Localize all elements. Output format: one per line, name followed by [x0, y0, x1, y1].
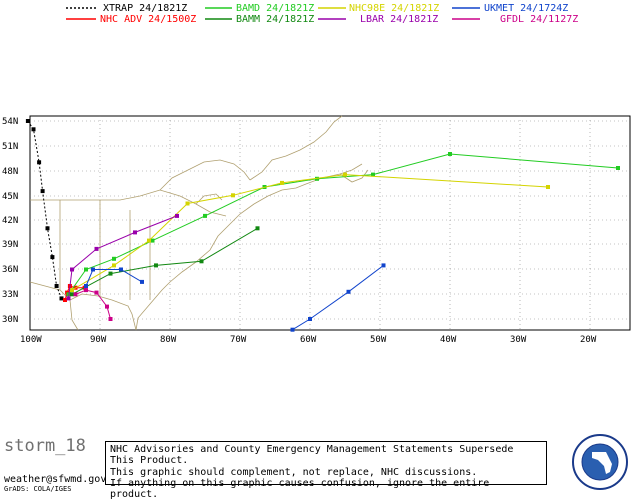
track-point-lbar [133, 230, 137, 235]
track-point-bamd [150, 238, 155, 243]
track-point-nhc98e [185, 201, 190, 206]
model-tracks [25, 119, 620, 332]
coastlines [29, 115, 369, 331]
lon-label: 70W [230, 335, 247, 345]
track-point-lbar [70, 267, 74, 272]
track-point-gfdl [108, 317, 113, 321]
track-point-ukmet [84, 284, 88, 288]
disclaimer-line: This graphic should complement, not repl… [110, 466, 478, 478]
track-point-xtrap [45, 226, 50, 231]
lon-label: 100W [20, 335, 42, 345]
lon-label: 20W [580, 335, 597, 345]
track-point-nhc98e [343, 172, 347, 177]
lat-label: 39N [2, 240, 18, 250]
lon-label: 30W [510, 335, 527, 345]
track-point-xtrap [40, 189, 45, 194]
track-point-bamd [448, 152, 452, 156]
track-point-ukmet-ext [290, 327, 295, 332]
lon-label: 90W [90, 335, 107, 345]
track-point-xtrap [25, 119, 30, 123]
legend: XTRAP 24/1821Z NHC ADV 24/1500Z BAMD 24/… [66, 3, 578, 25]
track-point-lbar [175, 213, 179, 218]
track-nhc98e [71, 174, 549, 291]
track-point-ukmet [140, 279, 144, 284]
legend-bamm: BAMM 24/1821Z [236, 14, 314, 25]
lat-label: 36N [2, 265, 18, 275]
track-point-xtrap [50, 255, 55, 260]
track-point-bamm [154, 263, 158, 268]
sfwmd-seal [572, 434, 628, 490]
track-point-ukmet [91, 267, 95, 272]
track-point-bamd [616, 166, 620, 170]
track-bamd [68, 153, 619, 295]
track-point-gfdl [94, 290, 99, 295]
track-point-bamm [199, 259, 204, 264]
lat-label: 42N [2, 216, 18, 226]
track-point-xtrap [54, 284, 59, 288]
gradads-credit: GrADS: COLA/IGES [4, 485, 72, 493]
track-point-bamd [315, 176, 319, 181]
legend-lbar: LBAR 24/1821Z [360, 14, 438, 25]
lat-label: 33N [2, 290, 18, 300]
legend-xtrap: XTRAP 24/1821Z [103, 3, 187, 14]
lat-label: 54N [2, 117, 18, 127]
disclaimer-line: NHC Advisories and County Emergency Mana… [110, 444, 514, 467]
florida-shape [592, 452, 612, 474]
lat-label: 48N [2, 167, 18, 177]
track-point-nhc98e [112, 263, 116, 268]
track-point-bamd [203, 213, 207, 218]
track-point-nhc98e [147, 238, 151, 243]
lon-label: 80W [160, 335, 177, 345]
lat-label: 45N [2, 192, 18, 202]
track-point-bamd [84, 267, 88, 272]
track-point-gfdl [84, 288, 88, 293]
lon-label: 60W [300, 335, 317, 345]
track-point-ukmet-ext [381, 263, 386, 268]
track-point-nhc98e [280, 180, 284, 185]
lon-label: 40W [440, 335, 457, 345]
track-point-gfdl [73, 292, 78, 297]
legend-ukmet: UKMET 24/1724Z [484, 3, 568, 14]
track-point-nhc [63, 298, 67, 302]
legend-bamd: BAMD 24/1821Z [236, 3, 314, 14]
track-point-xtrap [31, 127, 36, 132]
credit-email: weather@sfwmd.gov [4, 474, 107, 485]
disclaimer-line: If anything on this graphic causes confu… [110, 477, 490, 500]
track-ukmet [85, 269, 143, 287]
legend-nhc98e: NHC98E 24/1821Z [349, 3, 439, 14]
track-point-gfdl [105, 304, 109, 309]
legend-gfdl: GFDL 24/1127Z [500, 14, 578, 25]
track-point-ukmet-ext [308, 317, 312, 321]
lat-label: 30N [2, 315, 18, 325]
disclaimer-box: NHC Advisories and County Emergency Mana… [105, 441, 547, 500]
track-point-nhc98e [70, 288, 74, 293]
storm-label: storm_18 [4, 436, 86, 456]
track-point-xtrap [59, 296, 64, 301]
track-point-bamm [108, 271, 113, 276]
legend-nhc: NHC ADV 24/1500Z [100, 14, 196, 25]
map-frame [29, 115, 631, 331]
track-point-ukmet-ext [346, 289, 351, 294]
track-point-bamm [255, 226, 260, 231]
track-ukmet-ext [292, 265, 384, 331]
track-point-bamm [70, 292, 74, 297]
track-point-nhc98e [546, 185, 550, 189]
track-point-ukmet [119, 267, 123, 272]
track-point-nhc98e [231, 193, 235, 198]
lon-label: 50W [370, 335, 387, 345]
track-point-xtrap [37, 160, 42, 165]
lat-labels: 54N 51N 48N 45N 42N 39N 36N 33N 30N [2, 117, 18, 325]
lon-labels: 100W 90W 80W 70W 60W 50W 40W 30W 20W [20, 335, 597, 345]
lat-label: 51N [2, 142, 18, 152]
track-point-lbar [94, 246, 99, 251]
track-point-bamd [371, 172, 375, 177]
track-point-lbar [66, 296, 71, 301]
track-point-bamd [112, 256, 116, 261]
